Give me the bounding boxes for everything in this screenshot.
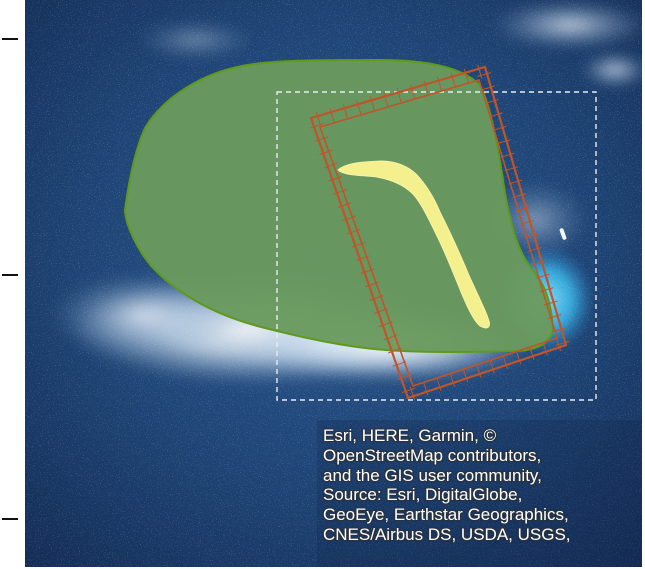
dashed-extent-rectangle[interactable] [276,91,597,401]
survey-grid-tick [319,149,333,156]
survey-grid-tick [314,136,329,142]
survey-grid-tick [508,179,523,185]
survey-grid-tick [360,268,375,275]
survey-grid-tick [323,162,338,169]
survey-grid-tick [423,382,429,396]
attribution-text: Esri, HERE, Garmin, © OpenStreetMap cont… [323,426,642,545]
survey-grid-tick [378,321,393,328]
survey-grid-tick [532,260,546,266]
survey-grid-tick [342,215,356,222]
survey-grid-tick [528,246,542,252]
survey-grid-tick [500,152,515,158]
survey-grid-tick [529,346,535,361]
map-frame[interactable]: Esri, HERE, Garmin, © OpenStreetMap cont… [25,0,642,567]
survey-grid-tick [333,189,347,195]
map-canvas[interactable] [25,0,642,567]
survey-grid-tick [369,96,375,111]
frame-tick-mark [2,38,18,40]
survey-grid-tick [316,112,321,126]
survey-grid-tick [343,104,348,118]
survey-grid-tick [481,85,495,91]
survey-grid-tick [328,176,342,182]
survey-grid-tick [515,350,522,365]
survey-grid-tick [516,206,531,212]
survey-grid-tick [463,68,469,83]
survey-grid-tick [520,220,535,225]
attribution-line: OpenStreetMap contributors, [323,445,542,465]
survey-grid-tick [502,355,508,369]
survey-grid-tick [356,100,362,114]
survey-grid-tick [555,337,562,352]
survey-grid-tick [555,340,570,346]
survey-grid-tick [437,76,442,91]
survey-grid-tick [310,123,324,129]
survey-grid-tick [512,193,527,198]
attribution-line: Source: Esri, DigitalGlobe, [323,485,523,505]
survey-grid-tick [450,72,456,87]
boat-marker [559,228,567,240]
survey-grid-tick [383,92,389,107]
survey-grid-tick [396,88,402,103]
attribution-line: Esri, HERE, Garmin, © [323,426,497,445]
survey-grid-tick [337,202,352,208]
survey-grid-tick [351,242,365,248]
survey-grid-tick [542,342,548,356]
attribution-backdrop [317,420,642,567]
survey-grid-tick [355,255,370,261]
survey-grid-tick [485,99,499,104]
survey-grid-tick [488,112,503,118]
survey-grid-tick [539,287,554,293]
survey-grid-tick [489,359,495,374]
frame-tick-mark [2,274,18,276]
survey-grid-tick [392,361,407,367]
survey-grid-tick [477,72,491,77]
survey-grid-rectangle[interactable] [309,64,570,401]
survey-grid-tick [329,108,335,122]
survey-grid-tick [492,125,507,131]
survey-grid-tick [504,166,519,172]
survey-grid-tick [496,139,511,145]
survey-grid-tick [374,308,388,314]
survey-grid-tick [401,387,416,394]
survey-grid-tick [551,327,566,333]
survey-grid-tick [365,281,379,288]
survey-grid-tick [449,373,455,387]
attribution-line: CNES/Airbus DS, USDA, USGS, [323,524,571,544]
survey-grid-tick [388,347,402,354]
survey-grid-tick [423,80,429,95]
frame-tick-mark [2,518,18,520]
survey-grid-ticks [310,64,570,401]
survey-grid-tick [462,368,469,383]
sandbar-polygon[interactable] [337,160,490,329]
survey-grid-tick [477,64,483,79]
survey-grid-tick [436,377,442,392]
survey-grid-tick [410,84,416,99]
survey-grid-tick [369,295,384,301]
survey-grid-tick [543,300,558,306]
attribution-line: GeoEye, Earthstar Geographics, [323,505,569,525]
survey-grid-tick [524,233,538,239]
survey-grid-tick [476,364,482,378]
survey-grid-tick [535,273,550,279]
attribution-line: and the GIS user community, [323,465,542,485]
survey-grid-tick [397,374,411,380]
survey-grid-tick [547,314,562,319]
survey-grid-tick [383,334,397,341]
survey-grid-tick [409,386,416,401]
survey-grid-tick [346,228,361,235]
